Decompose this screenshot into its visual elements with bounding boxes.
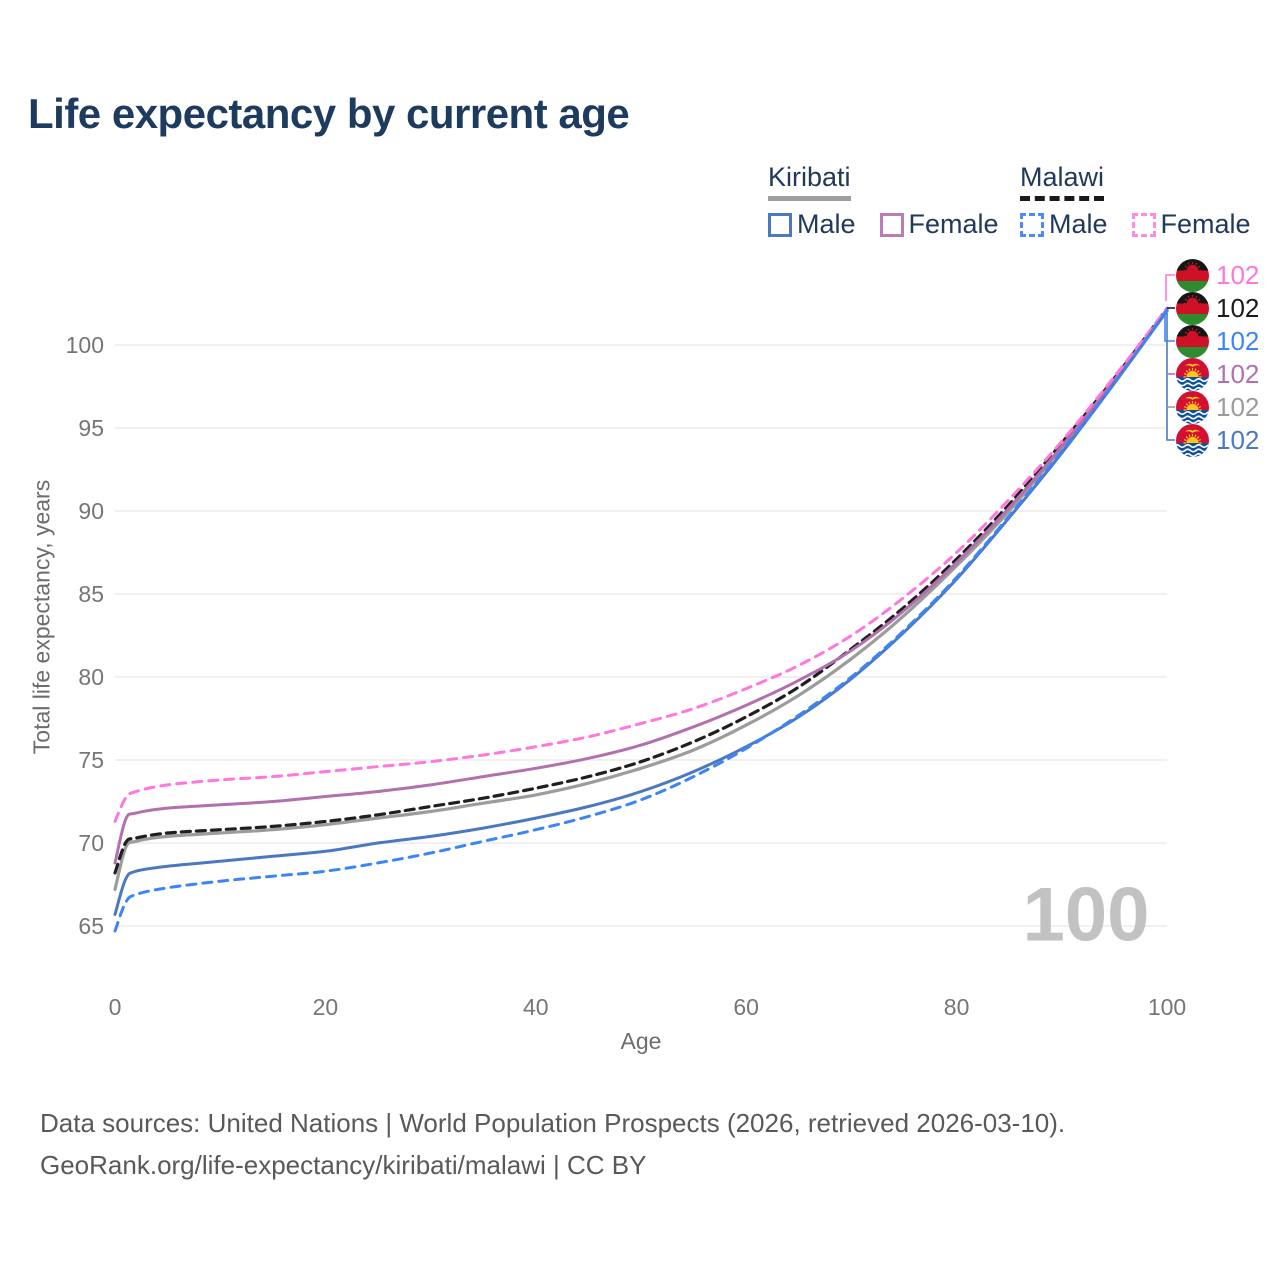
- end-label-row-malawi-male[interactable]: 102: [1176, 324, 1260, 358]
- legend-kiribati-label[interactable]: Kiribati: [768, 162, 851, 201]
- legend-malawi: Malawi Male Female: [1020, 162, 1251, 240]
- end-value-label: 102: [1216, 424, 1260, 455]
- label-leader-line: [1166, 313, 1175, 441]
- x-tick-label: 80: [943, 994, 970, 1020]
- malawi-flag-icon: [1176, 258, 1209, 292]
- legend-kiribati-male-label: Male: [797, 209, 856, 239]
- kiribati-female-swatch-icon: [879, 212, 904, 237]
- x-tick-label: 40: [523, 994, 549, 1020]
- series-line-kiribati[interactable]: [113, 308, 1169, 892]
- legend-malawi-male-label: Male: [1049, 209, 1108, 239]
- kiribati-male-swatch-icon: [768, 212, 792, 237]
- footer-link: GeoRank.org/life-expectancy/kiribati/mal…: [40, 1150, 647, 1180]
- end-value-label: 102: [1216, 391, 1260, 422]
- malawi-flag-icon: [1176, 291, 1209, 325]
- kiribati-flag-icon: [1176, 390, 1209, 424]
- end-value-label: 102: [1216, 292, 1260, 323]
- page-title: Life expectancy by current age: [28, 90, 630, 137]
- y-tick-label: 65: [78, 913, 104, 939]
- footer-sources: Data sources: United Nations | World Pop…: [40, 1108, 1066, 1138]
- y-tick-label: 75: [78, 747, 104, 773]
- x-tick-label: 0: [108, 994, 122, 1020]
- x-tick-label: 60: [733, 994, 759, 1020]
- y-tick-label: 85: [78, 581, 104, 607]
- series-line-malawi[interactable]: [113, 306, 1169, 875]
- y-tick-label: 95: [78, 415, 104, 441]
- end-value-label: 102: [1216, 259, 1260, 290]
- y-tick-label: 80: [78, 664, 104, 690]
- legend-malawi-male[interactable]: Male: [1020, 209, 1108, 240]
- label-leader-line: [1165, 274, 1175, 301]
- end-label-row-kiribati-male[interactable]: 102: [1176, 423, 1260, 457]
- end-label-row-malawi-female[interactable]: 102: [1176, 258, 1260, 292]
- end-value-label: 102: [1216, 325, 1260, 356]
- legend-kiribati-female-label: Female: [908, 209, 999, 239]
- series-line-kiribati-male[interactable]: [113, 309, 1169, 916]
- kiribati-flag-icon: [1176, 423, 1209, 457]
- line-chart-plot[interactable]: [0, 0, 1280, 1080]
- y-tick-label: 70: [78, 830, 104, 856]
- series-line-malawi-male[interactable]: [113, 308, 1169, 933]
- end-label-row-malawi[interactable]: 102: [1176, 291, 1260, 325]
- malawi-flag-icon: [1176, 324, 1209, 358]
- x-tick-label: 100: [1147, 994, 1187, 1020]
- hover-age-watermark: 100: [1022, 872, 1150, 958]
- legend-kiribati-female[interactable]: Female: [879, 209, 999, 240]
- end-label-row-kiribati[interactable]: 102: [1176, 390, 1260, 424]
- end-label-row-kiribati-female[interactable]: 102: [1176, 357, 1260, 391]
- y-tick-label: 90: [78, 498, 104, 524]
- series-line-kiribati-female[interactable]: [113, 307, 1169, 865]
- end-value-label: 102: [1216, 358, 1260, 389]
- malawi-male-swatch-icon: [1020, 212, 1044, 237]
- legend-malawi-female-label: Female: [1160, 209, 1251, 239]
- legend-kiribati: Kiribati Male Female: [768, 162, 999, 240]
- y-tick-label: 100: [65, 332, 104, 358]
- kiribati-flag-icon: [1176, 357, 1209, 391]
- malawi-female-swatch-icon: [1131, 212, 1156, 237]
- legend-malawi-label[interactable]: Malawi: [1020, 162, 1105, 201]
- legend-kiribati-male[interactable]: Male: [768, 209, 856, 240]
- y-axis-title: Total life expectancy, years: [28, 479, 55, 755]
- x-axis-title: Age: [620, 1028, 662, 1054]
- label-leader-line: [1164, 315, 1175, 342]
- series-line-malawi-female[interactable]: [113, 307, 1169, 823]
- legend-malawi-female[interactable]: Female: [1131, 209, 1251, 240]
- x-tick-label: 20: [312, 994, 339, 1020]
